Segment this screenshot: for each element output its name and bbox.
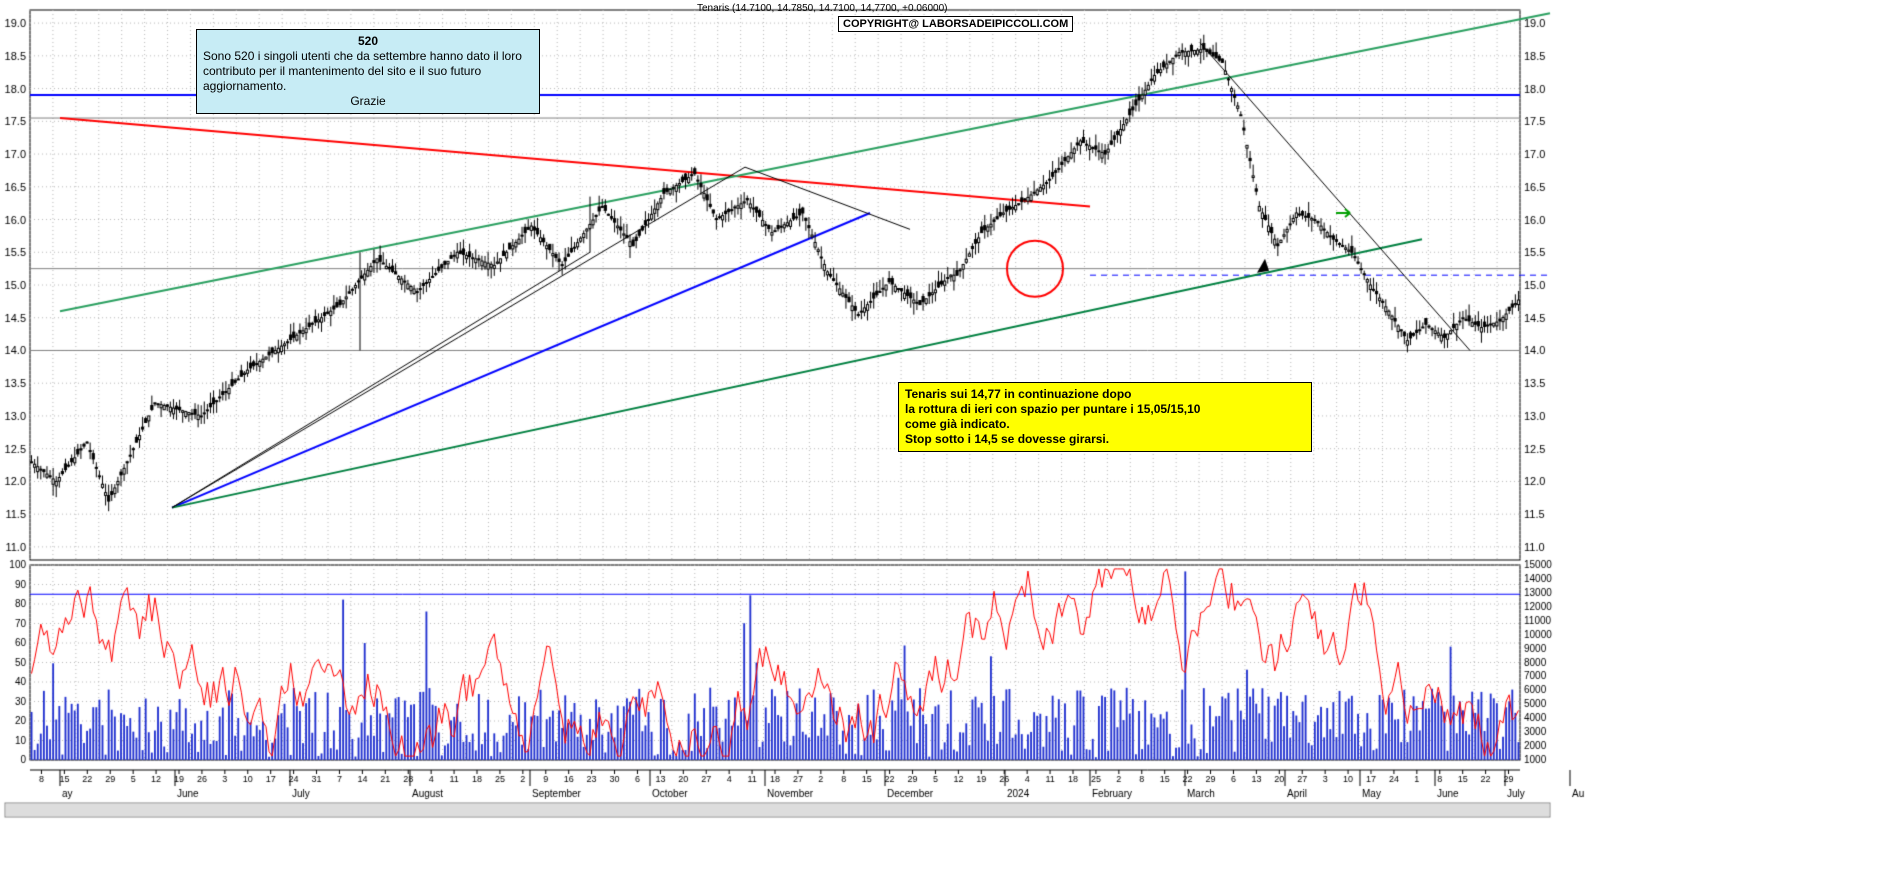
analysis-line: come già indicato.: [905, 417, 1305, 432]
analysis-line: Stop sotto i 14,5 se dovesse girarsi.: [905, 432, 1305, 447]
analysis-box-yellow: Tenaris sui 14,77 in continuazione dopo …: [898, 382, 1312, 452]
info-box-title: 520: [203, 34, 533, 49]
info-box-body: Sono 520 i singoli utenti che da settemb…: [203, 49, 522, 93]
copyright-badge: COPYRIGHT@ LABORSADEIPICCOLI.COM: [838, 16, 1073, 32]
analysis-line: la rottura di ieri con spazio per puntar…: [905, 402, 1305, 417]
info-box-blue: 520 Sono 520 i singoli utenti che da set…: [196, 29, 540, 114]
analysis-line: Tenaris sui 14,77 in continuazione dopo: [905, 387, 1305, 402]
chart-title: Tenaris (14.7100, 14.7850, 14.7100, 14,7…: [697, 3, 947, 14]
info-box-thanks: Grazie: [203, 94, 533, 109]
